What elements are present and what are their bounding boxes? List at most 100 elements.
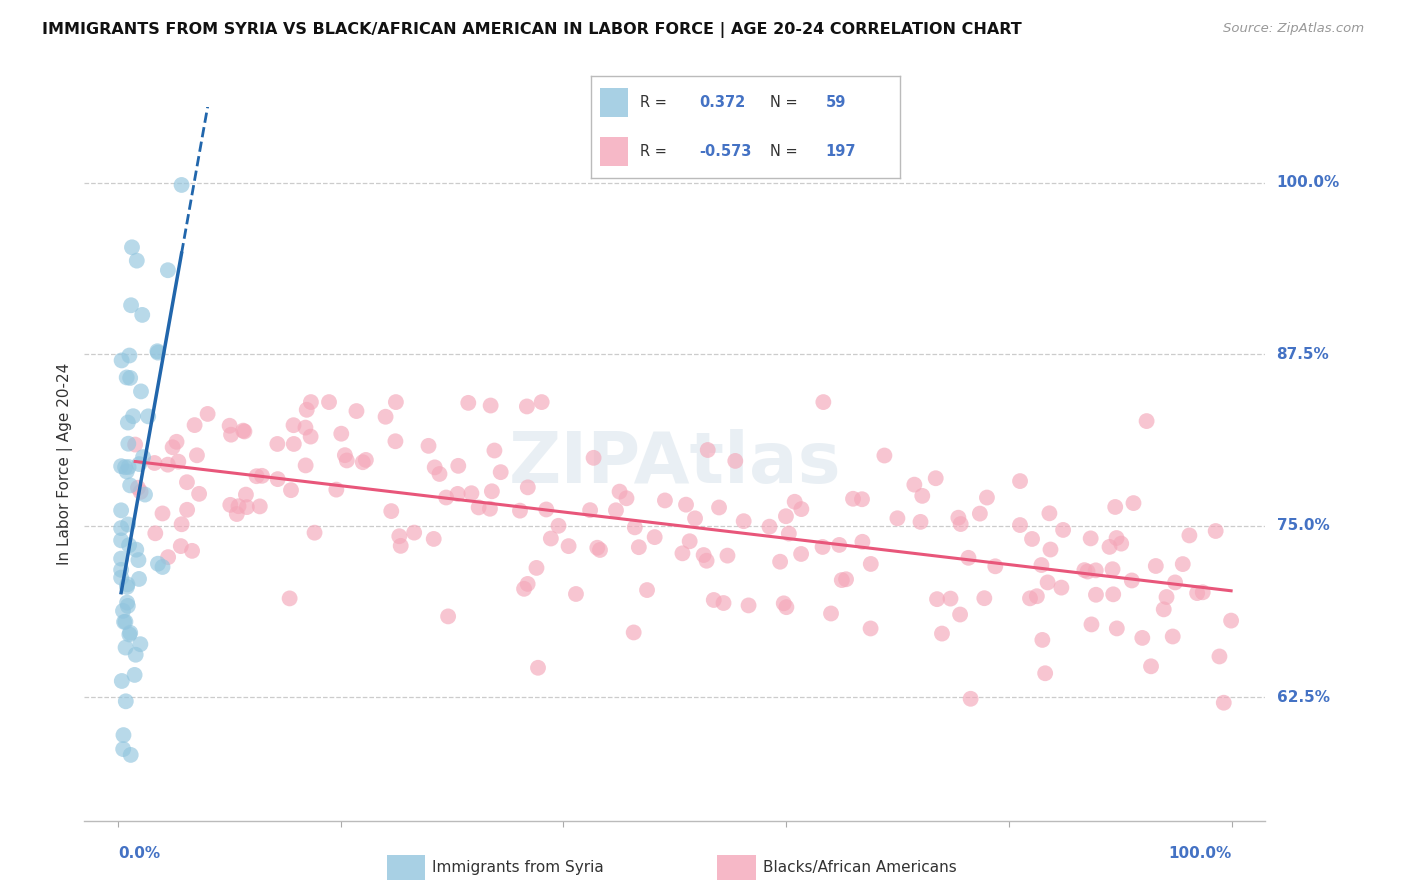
- Point: [385, 395, 408, 409]
- Point: [513, 582, 536, 596]
- Point: [547, 518, 569, 533]
- Point: [911, 489, 934, 503]
- Point: [235, 488, 257, 502]
- Point: [111, 673, 134, 688]
- Point: [1036, 575, 1059, 590]
- Point: [115, 465, 138, 479]
- Point: [128, 457, 150, 471]
- Point: [128, 572, 150, 586]
- Point: [886, 511, 908, 525]
- Point: [1080, 617, 1102, 632]
- Text: 75.0%: 75.0%: [1277, 518, 1329, 533]
- Text: 59: 59: [825, 95, 846, 110]
- Point: [186, 448, 208, 462]
- Point: [516, 480, 538, 494]
- Point: [295, 402, 318, 417]
- Point: [772, 596, 794, 610]
- Bar: [600, 137, 627, 166]
- Point: [707, 500, 730, 515]
- Point: [336, 453, 359, 467]
- Point: [1191, 585, 1213, 599]
- Point: [859, 557, 882, 571]
- Point: [778, 526, 800, 541]
- Point: [266, 437, 288, 451]
- Point: [1101, 562, 1123, 576]
- Point: [949, 607, 972, 622]
- Point: [117, 599, 139, 613]
- Point: [122, 409, 145, 424]
- Point: [939, 591, 962, 606]
- Point: [925, 592, 948, 607]
- Point: [1084, 563, 1107, 577]
- Point: [110, 353, 132, 368]
- Point: [129, 384, 152, 399]
- Point: [831, 573, 853, 587]
- Point: [294, 458, 316, 473]
- Point: [129, 637, 152, 651]
- Point: [132, 450, 155, 464]
- Point: [557, 539, 579, 553]
- Point: [283, 437, 305, 451]
- Point: [530, 395, 553, 409]
- Point: [1105, 622, 1128, 636]
- Text: N =: N =: [770, 145, 803, 160]
- Point: [249, 500, 271, 514]
- Y-axis label: In Labor Force | Age 20-24: In Labor Force | Age 20-24: [58, 363, 73, 565]
- Point: [654, 493, 676, 508]
- Point: [949, 516, 972, 531]
- Point: [110, 551, 132, 566]
- Point: [1008, 518, 1031, 533]
- Text: 100.0%: 100.0%: [1168, 846, 1232, 861]
- Point: [1136, 414, 1159, 428]
- Point: [389, 539, 412, 553]
- Point: [115, 370, 138, 384]
- Point: [333, 448, 356, 462]
- Point: [170, 178, 193, 192]
- Point: [384, 434, 406, 449]
- Point: [423, 460, 446, 475]
- Point: [1098, 540, 1121, 554]
- Point: [811, 540, 834, 554]
- Point: [828, 538, 851, 552]
- Point: [969, 507, 991, 521]
- Text: R =: R =: [640, 95, 672, 110]
- Point: [283, 418, 305, 433]
- Point: [616, 491, 638, 506]
- Point: [404, 525, 426, 540]
- Point: [167, 455, 190, 469]
- Point: [1156, 590, 1178, 604]
- Point: [692, 548, 714, 562]
- Point: [713, 596, 735, 610]
- Point: [1164, 575, 1187, 590]
- Point: [127, 481, 149, 495]
- Point: [1185, 586, 1208, 600]
- Point: [143, 456, 166, 470]
- Point: [679, 534, 702, 549]
- Point: [146, 345, 169, 359]
- Point: [526, 561, 548, 575]
- Point: [110, 563, 132, 577]
- Point: [703, 593, 725, 607]
- Point: [129, 484, 152, 499]
- Point: [1039, 542, 1062, 557]
- Point: [166, 434, 188, 449]
- Point: [294, 420, 316, 434]
- Point: [1031, 558, 1053, 572]
- Point: [582, 450, 605, 465]
- Point: [1109, 536, 1132, 550]
- Point: [565, 587, 588, 601]
- Point: [218, 418, 240, 433]
- Point: [127, 553, 149, 567]
- Point: [318, 395, 340, 409]
- Point: [299, 429, 322, 443]
- Point: [758, 519, 780, 533]
- Point: [117, 460, 139, 475]
- Point: [1104, 500, 1126, 514]
- Point: [110, 521, 132, 535]
- Text: IMMIGRANTS FROM SYRIA VS BLACK/AFRICAN AMERICAN IN LABOR FORCE | AGE 20-24 CORRE: IMMIGRANTS FROM SYRIA VS BLACK/AFRICAN A…: [42, 22, 1022, 38]
- Point: [479, 399, 502, 413]
- Point: [118, 538, 141, 552]
- Point: [636, 583, 658, 598]
- Point: [1122, 496, 1144, 510]
- Point: [1178, 528, 1201, 542]
